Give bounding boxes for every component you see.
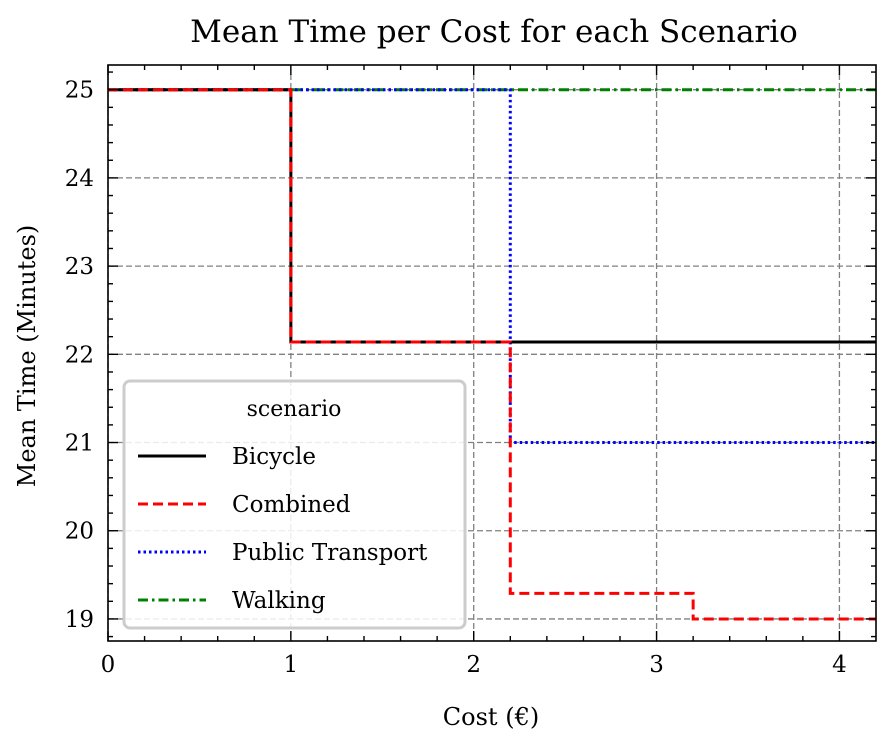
y-tick-label: 22 [65, 342, 94, 368]
y-axis-label: Mean Time (Minutes) [13, 225, 41, 488]
x-axis-label: Cost (€) [443, 703, 539, 731]
y-tick-label: 23 [65, 254, 94, 280]
legend-label: Public Transport [232, 540, 428, 566]
series-line-public-transport [108, 88, 876, 445]
plot-frame [107, 64, 877, 642]
series-layer [108, 88, 876, 621]
y-tick-label: 20 [65, 519, 94, 545]
x-tick-label: 4 [832, 652, 847, 678]
legend-box [122, 379, 467, 630]
legend-label: Bicycle [232, 444, 316, 470]
legend: scenario Bicycle Combined Public Transport… [122, 379, 467, 630]
legend-title: scenario [247, 397, 342, 422]
x-tick-label: 1 [284, 652, 299, 678]
y-tick-label: 24 [65, 166, 94, 192]
x-tick-label: 3 [649, 652, 664, 678]
chart-title: Mean Time per Cost for each Scenario [190, 14, 798, 50]
y-tick-label: 21 [65, 431, 94, 457]
legend-label: Combined [232, 492, 351, 518]
y-tick-label: 19 [65, 607, 94, 633]
legend-label: Walking [232, 588, 326, 614]
ticks [107, 65, 876, 641]
x-tick-label: 0 [101, 652, 116, 678]
y-tick-label: 25 [65, 78, 94, 104]
legend-entries: Bicycle Combined Public Transport Walking [138, 444, 428, 614]
series-line-combined [108, 88, 876, 621]
x-tick-label: 2 [466, 652, 481, 678]
